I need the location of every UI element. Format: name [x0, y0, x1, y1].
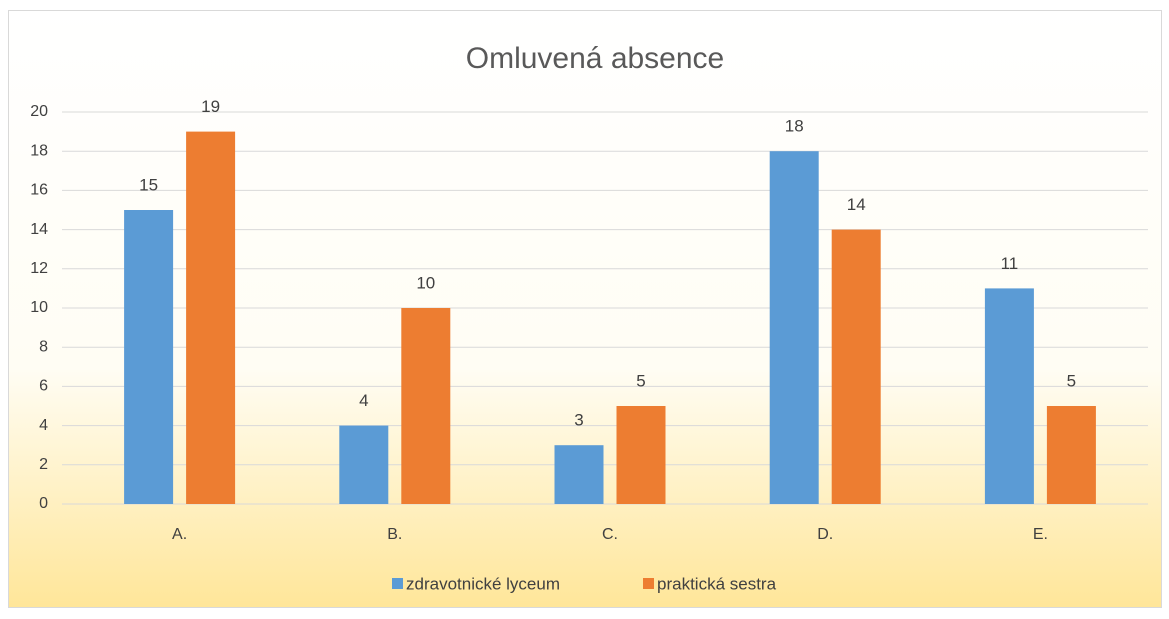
legend-swatch — [643, 578, 654, 589]
legend-label: praktická sestra — [657, 574, 777, 593]
y-tick-label: 8 — [39, 338, 48, 355]
data-label: 14 — [847, 195, 866, 214]
bar — [984, 288, 1034, 504]
y-tick-label: 2 — [39, 456, 48, 473]
x-tick-label: E. — [1033, 526, 1048, 543]
bar — [186, 131, 236, 504]
data-label: 10 — [416, 273, 435, 292]
y-tick-label: 12 — [30, 260, 48, 277]
x-tick-label: D. — [817, 526, 833, 543]
bar — [1046, 406, 1096, 504]
data-label: 18 — [785, 117, 804, 136]
y-tick-label: 16 — [30, 182, 48, 199]
y-tick-label: 14 — [30, 221, 48, 238]
y-tick-label: 18 — [30, 142, 48, 159]
data-label: 5 — [1067, 371, 1076, 390]
bar — [124, 210, 174, 504]
x-tick-label: A. — [172, 526, 187, 543]
data-label: 3 — [574, 411, 583, 430]
legend-swatch — [392, 578, 403, 589]
chart-title: Omluvená absence — [466, 42, 725, 75]
bar — [616, 406, 666, 504]
data-label: 11 — [1001, 254, 1019, 273]
y-tick-label: 0 — [39, 495, 48, 512]
x-tick-label: C. — [602, 526, 618, 543]
data-label: 15 — [139, 175, 158, 194]
bar — [339, 425, 389, 504]
legend-label: zdravotnické lyceum — [406, 574, 560, 593]
y-tick-label: 20 — [30, 103, 48, 120]
bar — [554, 445, 604, 504]
data-label: 4 — [359, 391, 368, 410]
bar — [769, 151, 819, 504]
y-tick-label: 4 — [39, 417, 48, 434]
data-label: 19 — [201, 97, 220, 116]
y-tick-label: 10 — [30, 299, 48, 316]
y-tick-label: 6 — [39, 378, 48, 395]
bar — [401, 308, 451, 504]
bar — [831, 229, 881, 504]
x-tick-label: B. — [387, 526, 402, 543]
data-label: 5 — [636, 371, 645, 390]
